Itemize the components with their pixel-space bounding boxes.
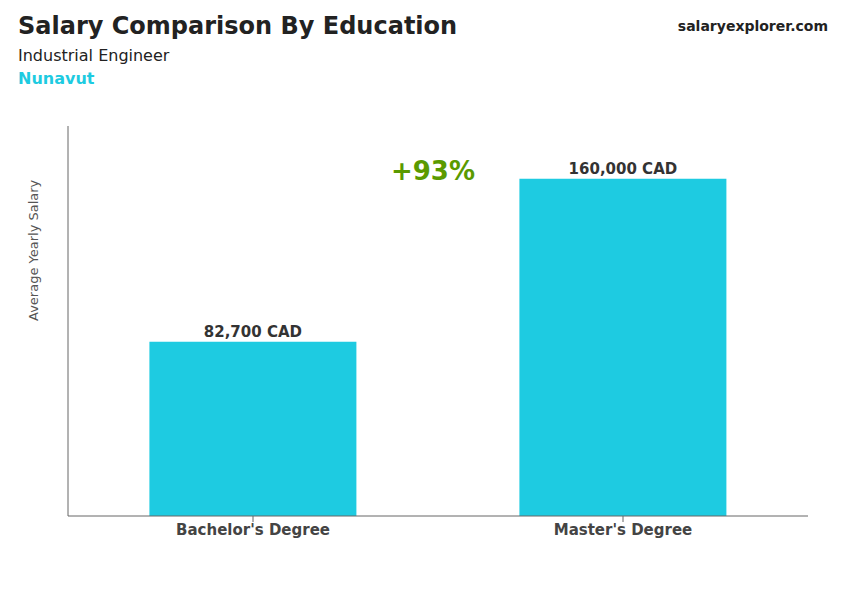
- svg-text:Average Yearly Salary: Average Yearly Salary: [26, 179, 41, 321]
- svg-text:160,000 CAD: 160,000 CAD: [569, 160, 678, 178]
- html-text:Industrial Engineer: Industrial Engineer: [18, 46, 170, 65]
- svg-text:Bachelor's Degree: Bachelor's Degree: [176, 521, 330, 539]
- svg-text:82,700 CAD: 82,700 CAD: [204, 323, 302, 341]
- html-text:salaryexplorer.com: salaryexplorer.com: [677, 18, 828, 34]
- html-text:Salary Comparison By Education: Salary Comparison By Education: [18, 12, 458, 40]
- svg-text:Master's Degree: Master's Degree: [554, 521, 693, 539]
- html-text:+93%: +93%: [391, 156, 475, 186]
- html-text:Nunavut: Nunavut: [18, 69, 95, 88]
